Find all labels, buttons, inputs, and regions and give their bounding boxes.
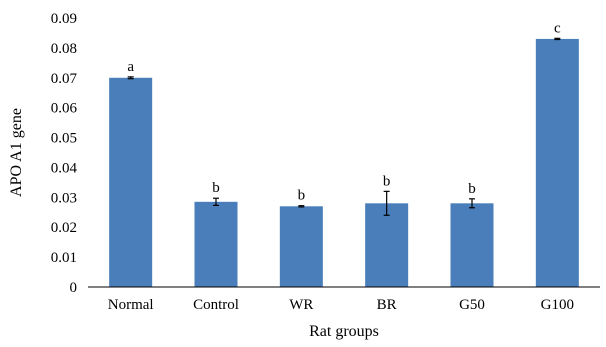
error-bar [213, 197, 219, 207]
significance-label: b [212, 180, 220, 196]
x-tick-label: Control [193, 297, 239, 313]
x-axis-tick-labels: Normal Control WR BR G50 G100 [108, 297, 574, 313]
y-tick-label: 0 [70, 280, 78, 296]
y-tick-label: 0.06 [51, 101, 78, 117]
bar-wr [279, 206, 323, 287]
significance-label: b [383, 173, 391, 189]
y-tick-label: 0.02 [51, 220, 77, 236]
y-axis-ticks: 0 0.01 0.02 0.03 0.04 0.05 0.06 0.07 0.08 0.09 [51, 11, 78, 296]
bar-g50 [450, 203, 494, 287]
bar-control [194, 201, 238, 287]
y-tick-label: 0.01 [51, 250, 77, 266]
y-axis-title: APO A1 gene [8, 108, 25, 197]
x-tick-label: G100 [541, 297, 574, 313]
x-axis-title: Rat groups [309, 323, 379, 340]
significance-label: a [127, 59, 134, 75]
x-tick-label: BR [377, 297, 397, 313]
significance-label: c [554, 20, 561, 36]
x-tick-label: WR [289, 297, 313, 313]
y-tick-label: 0.05 [51, 131, 77, 147]
bar-g100 [535, 38, 579, 287]
significance-label: b [468, 181, 476, 197]
x-tick-label: G50 [459, 297, 485, 313]
y-tick-label: 0.04 [51, 160, 78, 176]
y-tick-label: 0.08 [51, 41, 77, 57]
y-tick-label: 0.07 [51, 71, 78, 87]
bar-normal [109, 77, 153, 288]
y-tick-label: 0.03 [51, 190, 77, 206]
significance-label: b [298, 188, 306, 204]
error-bar [469, 198, 475, 209]
bar-br [365, 203, 409, 287]
error-bar [298, 205, 305, 208]
x-tick-label: Normal [108, 297, 154, 313]
error-bar [127, 76, 134, 80]
bars: a b b b b c [109, 20, 579, 288]
y-tick-label: 0.09 [51, 11, 77, 27]
error-bar [383, 190, 390, 216]
error-bar [554, 37, 561, 41]
